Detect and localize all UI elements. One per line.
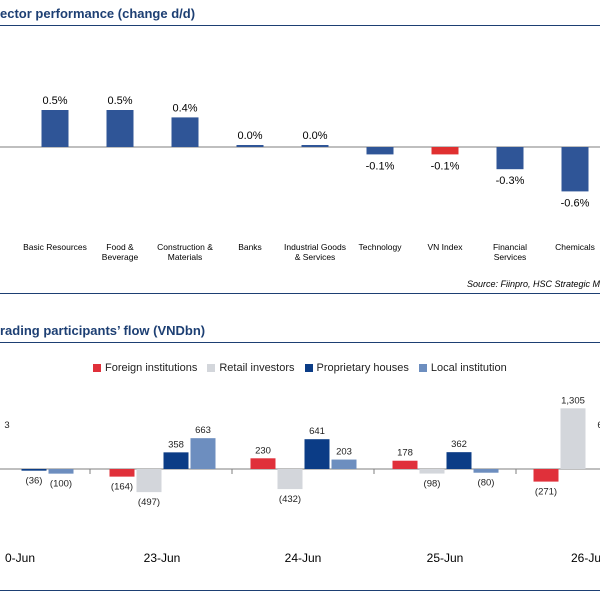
flow-bar <box>136 469 162 493</box>
sector-category-label: Industrial Goods <box>284 242 346 252</box>
sector-value-label: 0.4% <box>172 102 197 114</box>
legend-label-proprietary: Proprietary houses <box>316 362 409 374</box>
flow-value-label: 663 <box>195 425 211 436</box>
legend-label-retail: Retail investors <box>219 362 295 374</box>
flow-value-label: 358 <box>168 439 184 450</box>
flow-value-label: (80) <box>478 478 495 489</box>
sector-category-label: Food & <box>106 242 134 252</box>
flow-category-label: 26-Ju <box>571 551 600 565</box>
flow-value-label: 3 <box>4 420 9 431</box>
sector-category-label: Construction & <box>157 242 213 252</box>
source-note: Source: Fiinpro, HSC Strategic M <box>466 279 600 289</box>
legend-swatch-foreign <box>93 364 101 372</box>
flow-value-label: (497) <box>138 497 160 508</box>
legend-label-foreign: Foreign institutions <box>105 362 198 374</box>
legend-swatch-proprietary <box>304 364 313 372</box>
legend-item-local: Local institution <box>418 362 507 374</box>
flow-value-label: (98) <box>424 479 441 490</box>
legend-item-foreign: Foreign institutions <box>93 362 197 374</box>
sector-category-label: Basic Resources <box>23 242 87 252</box>
flow-bar <box>163 452 189 469</box>
sector-category-label: Banks <box>238 242 262 252</box>
sector-category-label: Financial <box>493 242 527 252</box>
flow-chart-title: rading participants’ flow (VNDbn) <box>0 323 206 338</box>
legend-label-local: Local institution <box>430 362 507 374</box>
sector-category-label: Services <box>494 252 527 262</box>
flow-value-label: 203 <box>336 447 352 458</box>
sector-category-label: & Services <box>295 252 336 262</box>
sector-value-label: 0.5% <box>107 95 132 107</box>
flow-value-label: 230 <box>255 445 271 456</box>
sector-value-label: 0.0% <box>302 130 327 142</box>
source-rule <box>0 293 600 294</box>
flow-value-label: (271) <box>535 487 557 498</box>
flow-legend: Foreign institutions Retail investors Pr… <box>93 362 507 374</box>
flow-bar <box>419 469 445 474</box>
legend-item-proprietary: Proprietary houses <box>304 362 409 374</box>
sector-bar <box>236 145 264 147</box>
legend-swatch-retail <box>207 364 216 372</box>
sector-value-label: 0.5% <box>42 95 67 107</box>
flow-value-label: 641 <box>309 426 325 437</box>
flow-category-label: 24-Jun <box>285 551 322 565</box>
flow-bottom-rule <box>0 590 600 591</box>
flow-title-rule <box>0 342 600 343</box>
flow-bar <box>446 452 472 469</box>
flow-bar <box>392 460 418 469</box>
flow-bar <box>190 438 216 469</box>
sector-value-label: -0.1% <box>431 160 460 172</box>
flow-category-label: 0-Jun <box>5 551 35 565</box>
sector-bar <box>171 117 199 147</box>
flow-value-label: (164) <box>111 482 133 493</box>
flow-category-label: 25-Jun <box>427 551 464 565</box>
sector-value-label: -0.1% <box>366 160 395 172</box>
sector-bar <box>106 110 134 147</box>
flow-value-label: (100) <box>50 479 72 490</box>
sector-bar <box>561 147 589 192</box>
sector-value-label: -0.3% <box>496 175 525 187</box>
sector-category-label: Beverage <box>102 252 139 262</box>
participants-flow-chart: 0-Jun 23-Jun 24-Jun 25-Jun 26-Ju (164) 230 178 (… <box>0 395 600 565</box>
flow-bar <box>473 469 499 473</box>
flow-bar <box>304 439 330 469</box>
sector-category-label: Materials <box>168 252 202 262</box>
flow-category-label: 23-Jun <box>144 551 181 565</box>
sector-bar <box>41 110 69 147</box>
sector-category-label: Chemicals <box>555 242 595 252</box>
flow-value-label: 178 <box>397 448 413 459</box>
flow-bar <box>331 459 357 469</box>
flow-bar <box>277 469 303 490</box>
flow-bar <box>250 458 276 469</box>
flow-bar <box>48 469 74 474</box>
flow-value-label: 6 <box>597 420 600 431</box>
legend-item-retail: Retail investors <box>207 362 295 374</box>
legend-swatch-local <box>418 364 427 372</box>
flow-bar <box>109 469 135 477</box>
flow-value-label: 1,305 <box>561 395 585 406</box>
sector-bar <box>301 145 329 147</box>
flow-value-label: 362 <box>451 439 467 450</box>
sector-value-label: -0.6% <box>561 197 590 209</box>
sector-chart-title: ector performance (change d/d) <box>0 6 196 21</box>
flow-bar <box>21 469 47 471</box>
sector-bar <box>496 147 524 170</box>
flow-value-label: (432) <box>279 494 301 505</box>
sector-performance-chart: 0.5% Basic Resources 0.5% Food &Beverage 0.4… <box>0 95 600 262</box>
sector-bar <box>366 147 394 155</box>
flow-value-label: (36) <box>26 476 43 487</box>
sector-title-rule <box>0 25 600 26</box>
sector-bar <box>431 147 459 155</box>
flow-bar <box>533 469 559 482</box>
sector-category-label: Technology <box>358 242 402 252</box>
flow-bar <box>560 408 586 469</box>
sector-category-label: VN Index <box>428 242 464 252</box>
sector-value-label: 0.0% <box>237 130 262 142</box>
